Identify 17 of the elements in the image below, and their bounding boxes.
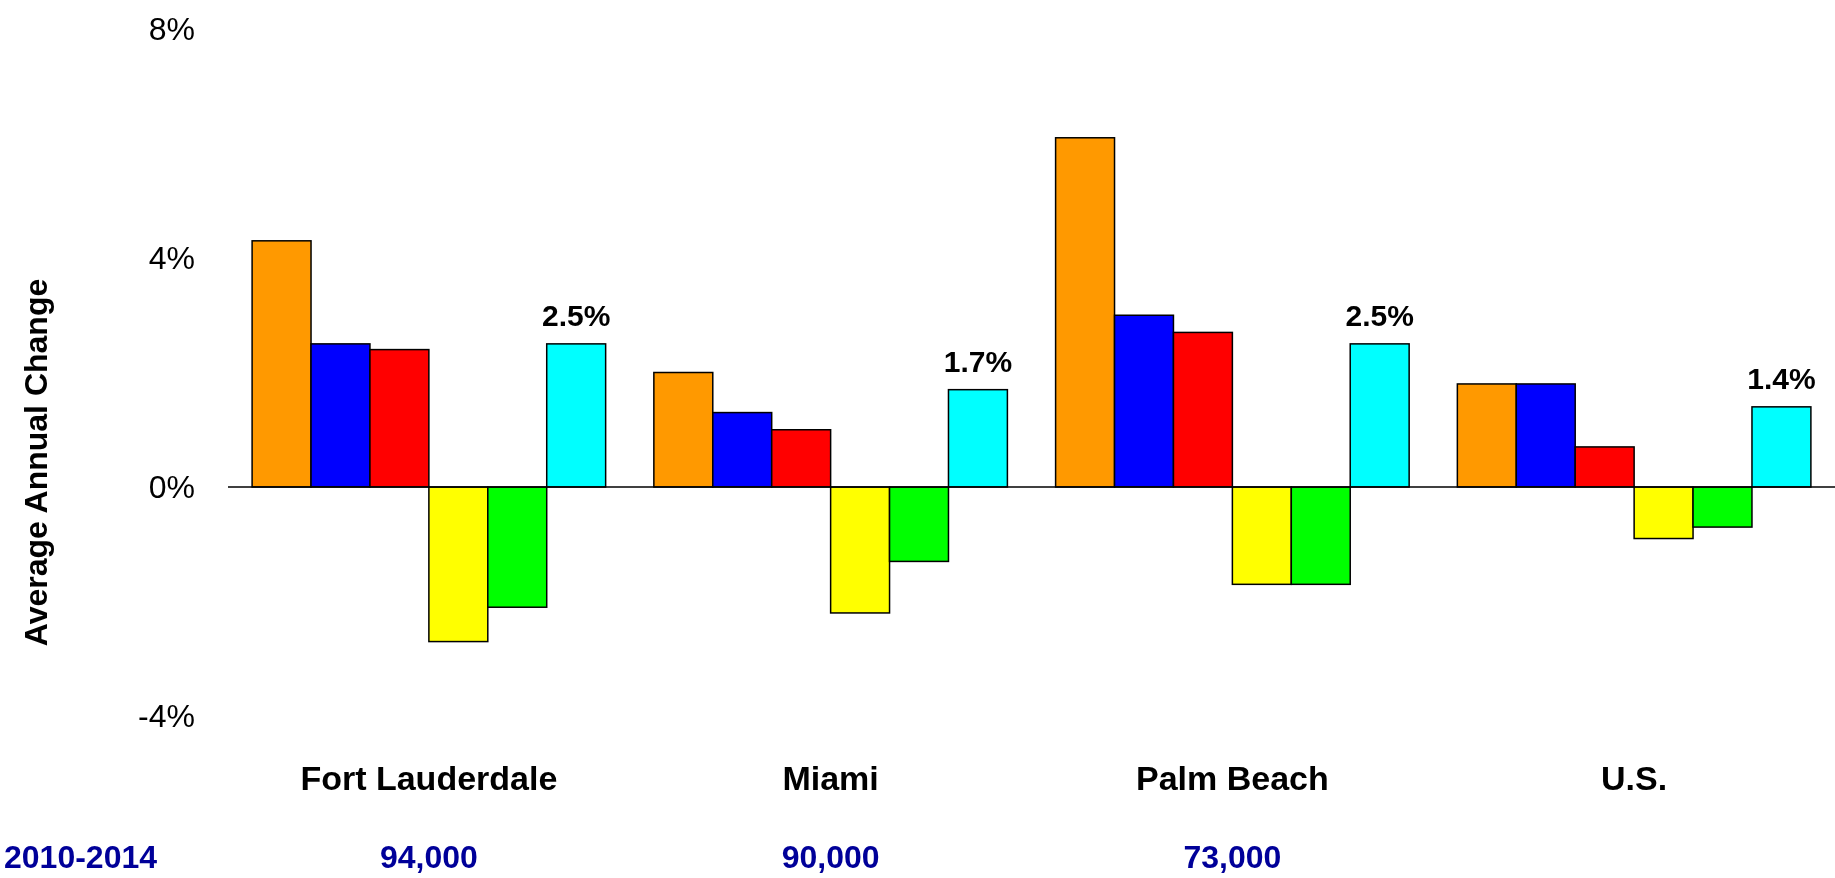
x-tick-label: Palm Beach <box>1135 759 1329 797</box>
y-tick-label: 8% <box>148 11 195 48</box>
y-tick-label: 4% <box>148 240 195 277</box>
y-axis-title: Average Annual Change <box>18 278 54 647</box>
data-label: 1.7% <box>943 344 1013 378</box>
data-label: 1.4% <box>1747 361 1816 395</box>
x-tick-label: Fort Lauderdale <box>300 759 558 797</box>
y-tick-label: -4% <box>138 698 195 735</box>
data-label: 2.5% <box>1345 298 1414 332</box>
y-tick-label: 0% <box>148 469 195 506</box>
x-tick-label: Miami <box>782 759 879 797</box>
text: 90,000 <box>781 839 880 875</box>
text: 73,000 <box>1183 839 1282 875</box>
text: 2010-2014 <box>4 839 158 875</box>
data-label: 2.5% <box>541 298 611 332</box>
text: 94,000 <box>379 839 478 875</box>
x-tick-label: U.S. <box>1601 759 1668 797</box>
